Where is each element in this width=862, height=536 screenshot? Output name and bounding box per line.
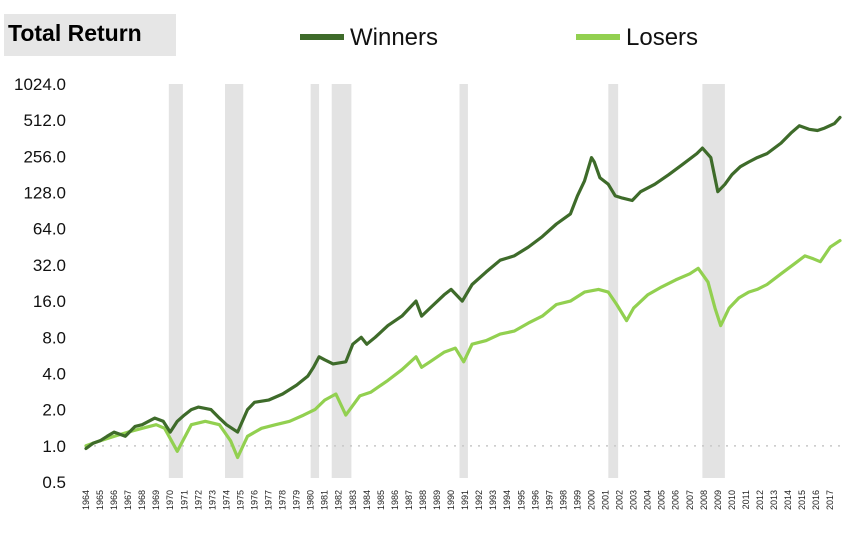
x-tick-label-1988: 1988 xyxy=(418,490,428,510)
x-tick-label-1980: 1980 xyxy=(306,490,316,510)
x-tick-label-1983: 1983 xyxy=(348,490,358,510)
x-tick-label-1964: 1964 xyxy=(81,490,91,510)
y-tick-label-7: 8.0 xyxy=(42,328,66,347)
y-tick-label-4: 64.0 xyxy=(33,220,66,239)
x-tick-label-2004: 2004 xyxy=(643,490,653,510)
x-tick-label-1974: 1974 xyxy=(221,490,231,510)
x-tick-label-1966: 1966 xyxy=(109,490,119,510)
x-tick-label-2000: 2000 xyxy=(586,490,596,510)
x-tick-label-1993: 1993 xyxy=(488,490,498,510)
x-tick-label-1985: 1985 xyxy=(376,490,386,510)
y-tick-label-8: 4.0 xyxy=(42,364,66,383)
x-tick-label-1971: 1971 xyxy=(179,490,189,510)
x-tick-label-1987: 1987 xyxy=(404,490,414,510)
x-tick-label-2016: 2016 xyxy=(811,490,821,510)
legend-winners-label: Winners xyxy=(350,24,439,51)
x-tick-label-2011: 2011 xyxy=(741,490,751,509)
x-tick-label-1995: 1995 xyxy=(516,490,526,510)
x-tick-label-1982: 1982 xyxy=(334,490,344,510)
y-tick-label-10: 1.0 xyxy=(42,437,66,456)
chart-title: Total Return xyxy=(8,20,142,46)
x-tick-label-1997: 1997 xyxy=(544,490,554,510)
x-tick-label-1977: 1977 xyxy=(264,490,274,510)
recession-band-3 xyxy=(331,84,352,478)
x-tick-label-1970: 1970 xyxy=(165,490,175,510)
x-tick-label-1965: 1965 xyxy=(95,490,105,510)
x-tick-label-1999: 1999 xyxy=(572,490,582,510)
x-tick-label-1996: 1996 xyxy=(530,490,540,510)
y-tick-label-9: 2.0 xyxy=(42,401,66,420)
x-axis-ticks: 1964 1965 1966 1967 1968 1969 1970 1971 1972 1973… xyxy=(81,490,835,510)
legend-winners: Winners xyxy=(300,24,438,52)
x-tick-label-2010: 2010 xyxy=(727,490,737,510)
x-tick-label-2008: 2008 xyxy=(699,490,709,510)
x-tick-label-1976: 1976 xyxy=(249,490,259,510)
x-tick-label-2005: 2005 xyxy=(657,490,667,510)
y-tick-label-5: 32.0 xyxy=(33,256,66,275)
recession-band-2 xyxy=(310,84,320,478)
x-tick-label-1968: 1968 xyxy=(137,490,147,510)
x-tick-label-1992: 1992 xyxy=(474,490,484,510)
x-tick-label-1969: 1969 xyxy=(151,490,161,510)
x-tick-label-2003: 2003 xyxy=(629,490,639,510)
recession-band-6 xyxy=(702,84,725,478)
y-axis-ticks: 1024.0 512.0 256.0 128.0 64.0 32.0 16.0 8.0 4.0 2… xyxy=(14,75,66,492)
x-tick-label-1978: 1978 xyxy=(278,490,288,510)
x-tick-label-1986: 1986 xyxy=(390,490,400,510)
series-line-winners xyxy=(84,115,842,451)
y-tick-label-11: 0.5 xyxy=(42,473,66,492)
y-tick-label-6: 16.0 xyxy=(33,292,66,311)
x-tick-label-2009: 2009 xyxy=(713,490,723,510)
recession-band-1 xyxy=(225,84,244,478)
y-tick-label-0: 1024.0 xyxy=(14,75,66,94)
x-tick-label-1990: 1990 xyxy=(446,490,456,510)
x-tick-label-1967: 1967 xyxy=(123,490,133,510)
y-tick-label-3: 128.0 xyxy=(23,184,66,203)
title-background xyxy=(4,14,176,56)
x-tick-label-1975: 1975 xyxy=(235,490,245,510)
y-tick-label-2: 256.0 xyxy=(23,147,66,166)
legend-losers-swatch xyxy=(576,33,620,40)
x-tick-label-1972: 1972 xyxy=(193,490,203,510)
legend-winners-swatch xyxy=(300,33,344,40)
x-tick-label-2014: 2014 xyxy=(783,490,793,510)
x-tick-label-1989: 1989 xyxy=(432,490,442,510)
x-tick-label-2013: 2013 xyxy=(769,490,779,510)
x-tick-label-1984: 1984 xyxy=(362,490,372,510)
x-tick-label-2012: 2012 xyxy=(755,490,765,510)
legend-losers-label: Losers xyxy=(626,24,699,51)
x-tick-label-1981: 1981 xyxy=(320,490,330,510)
legend-losers: Losers xyxy=(576,24,698,52)
y-tick-label-1: 512.0 xyxy=(23,111,66,130)
x-tick-label-2006: 2006 xyxy=(671,490,681,510)
x-tick-label-2002: 2002 xyxy=(615,490,625,510)
x-tick-label-1994: 1994 xyxy=(502,490,512,510)
series-line-losers xyxy=(84,239,842,460)
x-tick-label-1991: 1991 xyxy=(460,490,470,510)
recession-band-5 xyxy=(608,84,619,478)
x-tick-label-2015: 2015 xyxy=(797,490,807,510)
series-lines xyxy=(84,115,842,460)
recession-band-0 xyxy=(168,84,183,478)
x-tick-label-2001: 2001 xyxy=(601,490,611,510)
x-tick-label-1973: 1973 xyxy=(207,490,217,510)
recession-band-4 xyxy=(459,84,468,478)
x-tick-label-1998: 1998 xyxy=(558,490,568,510)
x-tick-label-2007: 2007 xyxy=(685,490,695,510)
x-tick-label-1979: 1979 xyxy=(292,490,302,510)
recession-bands xyxy=(168,84,725,478)
x-tick-label-2017: 2017 xyxy=(825,490,835,510)
